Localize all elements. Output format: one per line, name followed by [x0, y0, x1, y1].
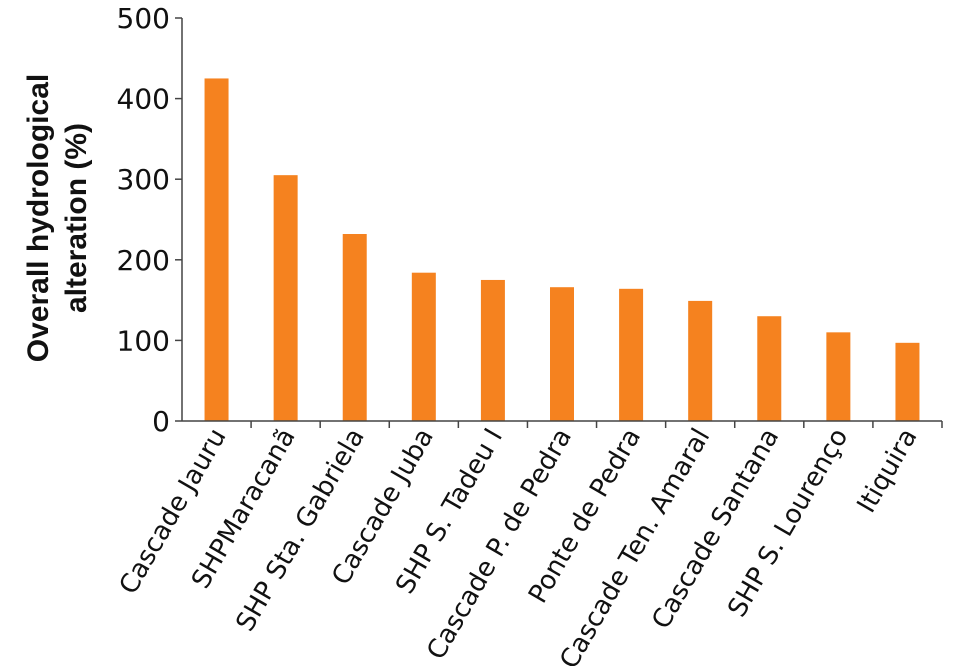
y-axis-label: Overall hydrological alteration (%)	[22, 74, 93, 362]
y-tick-label-500: 500	[117, 2, 170, 35]
x-tick-label: Itiquira	[852, 424, 924, 519]
bar-cascade-jauru	[204, 78, 229, 421]
bar-shp-s-louren-o	[826, 332, 851, 421]
y-axis-label-line-2: alteration (%)	[60, 123, 93, 313]
y-tick-label-0: 0	[152, 405, 170, 438]
bar-cascade-juba	[411, 272, 436, 421]
bar-cascade-ten-amaral	[688, 300, 713, 421]
bar-shp-sta-gabriela	[342, 234, 367, 421]
y-tick-label-200: 200	[117, 244, 170, 277]
bar-cascade-p-de-pedra	[550, 287, 574, 421]
bar-itiquira	[895, 342, 920, 421]
bar-shpmaracan-	[273, 175, 298, 421]
y-axis-ticks: 0 100 200 300 400 500	[117, 2, 182, 438]
bar-shp-s-tadeu-i	[480, 279, 505, 421]
x-tick-label: SHP Sta. Gabriela	[230, 424, 370, 637]
bar-cascade-santana	[757, 316, 782, 421]
y-axis-label-line-1: Overall hydrological	[22, 74, 55, 362]
y-tick-label-400: 400	[117, 83, 170, 116]
y-tick-label-100: 100	[117, 324, 170, 357]
x-tick-label: Cascade Santana	[646, 424, 785, 635]
y-tick-label-300: 300	[117, 163, 170, 196]
bar-ponte-de-pedra	[619, 288, 644, 421]
bars-group	[204, 78, 920, 421]
